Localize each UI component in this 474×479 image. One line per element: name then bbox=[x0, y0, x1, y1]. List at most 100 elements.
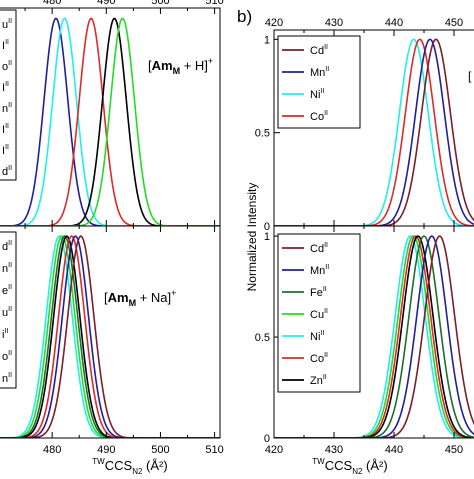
legend-label-fragment: III bbox=[2, 39, 9, 52]
panel-b-bottom: 420 430 440 450 0 0.5 1 CdII MnII FeII CuII NiII CoI… bbox=[255, 225, 474, 456]
x-axis-title-base: CCS bbox=[105, 458, 133, 473]
x-axis-title-pre: TW bbox=[312, 457, 325, 466]
annotation-part: + bbox=[171, 288, 176, 298]
panel-a-bottom: 480 490 500 510 [AmM + Na]+ dII nII eII uII iII oI… bbox=[0, 225, 224, 456]
legend-label-fragment: uII bbox=[2, 18, 12, 31]
legend-label-fragment: nII bbox=[2, 262, 12, 275]
legend-label-mn: MnII bbox=[310, 66, 329, 79]
series-line-co bbox=[0, 235, 220, 438]
y-axis-title: Normalized Intensity bbox=[245, 183, 259, 292]
legend-cropped: uII III oII III nII III III dII bbox=[0, 9, 17, 181]
legend-label-fragment: eII bbox=[2, 284, 12, 297]
series-line-zn bbox=[274, 235, 474, 438]
series-line-fe bbox=[274, 235, 474, 438]
x-tick-label: 510 bbox=[205, 444, 223, 456]
legend-box bbox=[0, 231, 17, 389]
y-tick-label: 1 bbox=[264, 34, 270, 46]
x-axis-title-base: CCS bbox=[325, 458, 353, 473]
x-tick-label: 420 bbox=[265, 444, 283, 456]
legend-label-co: CoII bbox=[310, 110, 328, 123]
legend-label-fragment: nII bbox=[2, 102, 12, 115]
x-tick-label: 420 bbox=[265, 17, 283, 29]
legend-box bbox=[0, 9, 17, 181]
panel-b-label: b) bbox=[237, 7, 252, 26]
x-tick-label: 450 bbox=[445, 444, 463, 456]
x-tick-label: 490 bbox=[97, 444, 115, 456]
legend-label-co: CoII bbox=[310, 352, 328, 365]
legend-label-ni: NiII bbox=[310, 330, 324, 343]
legend-label-fragment: uII bbox=[2, 306, 12, 319]
legend-label-fragment: iII bbox=[2, 328, 8, 341]
annotation-part: Am bbox=[152, 58, 173, 73]
series-line-co bbox=[274, 38, 474, 226]
x-axis-title-sub: N2 bbox=[132, 467, 143, 474]
x-axis-title-pre: TW bbox=[92, 457, 105, 466]
panel-annotation: [AmM + Na]+ bbox=[104, 288, 176, 308]
annotation-part: Am bbox=[108, 290, 129, 305]
legend-label-fragment: III bbox=[2, 123, 9, 136]
legend-label-fragment: oII bbox=[2, 350, 12, 363]
series-line-cu bbox=[274, 235, 474, 438]
x-tick-label: 510 bbox=[205, 0, 223, 7]
legend-label-mn: MnII bbox=[310, 264, 329, 277]
annotation-part: M bbox=[129, 298, 137, 308]
y-tick-label: 0 bbox=[264, 221, 270, 233]
legend-label-fragment: dII bbox=[2, 165, 12, 178]
legend-label-fragment: III bbox=[2, 144, 9, 157]
legend-label-cd: CdII bbox=[310, 44, 328, 57]
y-tick-label: 0.5 bbox=[255, 332, 270, 344]
x-axis-title-post: (Å²) bbox=[362, 458, 387, 473]
legend-box bbox=[277, 35, 361, 129]
series-line-zn bbox=[0, 235, 220, 438]
annotation-part: + bbox=[208, 56, 213, 66]
legend-label-fragment: III bbox=[2, 81, 9, 94]
legend-label-fragment: oII bbox=[2, 60, 12, 73]
x-tick-label: 450 bbox=[445, 17, 463, 29]
annotation-part: M bbox=[173, 66, 181, 76]
x-tick-label: 480 bbox=[43, 444, 61, 456]
x-tick-label: 440 bbox=[385, 444, 403, 456]
legend: CdII MnII FeII CuII NiII CoII ZnII bbox=[277, 233, 361, 393]
series-line-ni bbox=[274, 38, 474, 226]
y-tick-label: 1 bbox=[264, 231, 270, 243]
x-axis-title-b: TWCCSN2 (Å²) bbox=[312, 457, 387, 474]
series-line-co bbox=[0, 17, 220, 226]
legend: CdII MnII NiII CoII bbox=[277, 35, 361, 129]
legend-label-cd: CdII bbox=[310, 242, 328, 255]
legend-label-ni: NiII bbox=[310, 88, 324, 101]
panel-b-top: 420 430 440 450 0 0.5 1 CdII MnII NiII CoII bbox=[255, 17, 474, 233]
annotation-part: + Na] bbox=[136, 290, 171, 305]
x-tick-label: 490 bbox=[97, 0, 115, 7]
legend-cropped: dII nII eII uII iII oII nII bbox=[0, 231, 17, 389]
x-axis-title-post: (Å²) bbox=[142, 458, 167, 473]
legend-box bbox=[277, 233, 361, 393]
plot-frame bbox=[0, 225, 221, 439]
x-tick-label: 480 bbox=[43, 0, 61, 7]
panel-annotation: [AmM + H]+ bbox=[148, 56, 213, 76]
annotation-part: [ bbox=[104, 290, 108, 305]
series-line-cu bbox=[0, 17, 220, 226]
series-line-zn bbox=[0, 17, 220, 226]
annotation-part: + H] bbox=[180, 58, 208, 73]
legend-label-fragment: nII bbox=[2, 372, 12, 385]
series-line-ni bbox=[274, 235, 474, 438]
y-tick-label: 0 bbox=[264, 433, 270, 445]
legend-label-zn: ZnII bbox=[310, 374, 327, 387]
y-tick-label: 0.5 bbox=[255, 128, 270, 140]
x-axis-title-sub: N2 bbox=[352, 467, 363, 474]
x-tick-label: 430 bbox=[325, 444, 343, 456]
legend-label-fragment: dII bbox=[2, 240, 12, 253]
plot-frame bbox=[273, 225, 474, 439]
legend-label-fe: FeII bbox=[310, 286, 327, 299]
x-tick-label: 430 bbox=[325, 17, 343, 29]
x-tick-label: 500 bbox=[151, 0, 169, 7]
panel-b-top-fragment: [ bbox=[468, 69, 472, 83]
series-line-co bbox=[274, 235, 474, 438]
x-tick-label: 440 bbox=[385, 17, 403, 29]
x-axis-title-a: TWCCSN2 (Å²) bbox=[92, 457, 167, 474]
legend-label-cu: CuII bbox=[310, 308, 328, 321]
series-line-mn bbox=[0, 235, 220, 438]
x-tick-label: 500 bbox=[151, 444, 169, 456]
